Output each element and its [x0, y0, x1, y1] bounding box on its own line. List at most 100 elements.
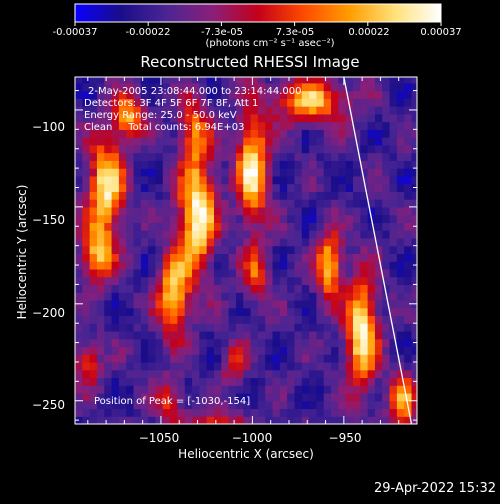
- heatmap-cell: [382, 276, 391, 286]
- heatmap-cell: [374, 299, 383, 309]
- heatmap-cell: [184, 206, 193, 216]
- heatmap-cell: [338, 377, 347, 386]
- heatmap-cell: [382, 160, 391, 169]
- heatmap-cell: [265, 408, 274, 417]
- heatmap-cell: [360, 346, 369, 355]
- heatmap-cell: [396, 191, 405, 200]
- heatmap-cell: [221, 98, 230, 107]
- heatmap-cell: [367, 315, 376, 324]
- heatmap-cell: [309, 408, 318, 417]
- heatmap-cell: [104, 121, 113, 130]
- heatmap-cell: [177, 330, 186, 340]
- heatmap-cell: [235, 77, 244, 84]
- heatmap-cell: [257, 168, 266, 177]
- heatmap-cell: [396, 98, 405, 107]
- heatmap-cell: [199, 199, 208, 208]
- heatmap-cell: [360, 315, 369, 324]
- heatmap-cell: [170, 292, 179, 301]
- heatmap-cell: [82, 191, 91, 200]
- heatmap-cell: [367, 175, 376, 185]
- heatmap-cell: [250, 77, 259, 84]
- heatmap-cell: [89, 137, 98, 146]
- heatmap-cell: [367, 106, 376, 115]
- heatmap-cell: [331, 113, 339, 123]
- heatmap-cell: [235, 82, 244, 92]
- axis-ticks: [75, 77, 418, 424]
- heatmap-cell: [148, 113, 157, 123]
- heatmap-cell: [345, 292, 354, 301]
- heatmap-cell: [213, 183, 222, 192]
- heatmap-cell: [309, 113, 318, 123]
- heatmap-cell: [345, 106, 354, 115]
- heatmap-cell: [206, 237, 215, 247]
- heatmap-cell: [411, 214, 417, 223]
- heatmap-cell: [213, 346, 222, 355]
- heatmap-cell: [323, 354, 332, 363]
- heatmap-cell: [75, 392, 83, 402]
- heatmap-cell: [287, 307, 296, 317]
- heatmap-cell: [118, 98, 127, 107]
- heatmap-cell: [177, 408, 186, 417]
- heatmap-cell: [104, 315, 113, 324]
- heatmap-cell: [309, 214, 318, 223]
- heatmap-cell: [162, 369, 171, 379]
- heatmap-cell: [75, 307, 83, 317]
- heatmap-cell: [287, 214, 296, 223]
- heatmap-cell: [243, 245, 252, 254]
- heatmap-cell: [331, 206, 339, 216]
- heatmap-cell: [199, 245, 208, 254]
- heatmap-cell: [287, 346, 296, 355]
- heatmap-cell: [184, 416, 193, 424]
- heatmap-cell: [162, 354, 171, 363]
- heatmap-cell: [374, 330, 383, 340]
- heatmap-cell: [352, 307, 361, 317]
- heatmap-cell: [265, 214, 274, 223]
- heatmap-cell: [96, 369, 105, 379]
- heatmap-cell: [184, 183, 193, 192]
- heatmap-cell: [316, 160, 325, 169]
- heatmap-cell: [184, 98, 193, 107]
- heatmap-cell: [265, 230, 274, 239]
- heatmap-cell: [323, 191, 332, 200]
- heatmap-cell: [155, 299, 164, 309]
- heatmap-cell: [309, 222, 318, 231]
- heatmap-cell: [213, 214, 222, 223]
- heatmap-cell: [126, 245, 135, 254]
- heatmap-cell: [118, 253, 127, 262]
- heatmap-cell: [213, 377, 222, 386]
- heatmap-cell: [228, 90, 237, 99]
- heatmap-cell: [265, 90, 274, 99]
- heatmap-cell: [170, 377, 179, 386]
- heatmap-cell: [396, 330, 405, 340]
- heatmap-cell: [316, 175, 325, 185]
- heatmap-cell: [243, 253, 252, 262]
- heatmap-cell: [360, 338, 369, 348]
- heatmap-cell: [360, 307, 369, 317]
- heatmap-cell: [177, 338, 186, 348]
- heatmap-cell: [287, 276, 296, 286]
- heatmap-cell: [170, 90, 179, 99]
- heatmap-cell: [206, 129, 215, 138]
- heatmap-cell: [338, 191, 347, 200]
- heatmap-cell: [411, 400, 417, 410]
- heatmap-cell: [104, 284, 113, 293]
- heatmap-cell: [213, 230, 222, 239]
- heatmap-cell: [148, 245, 157, 254]
- heatmap-cell: [111, 113, 120, 123]
- heatmap-cell: [104, 160, 113, 169]
- heatmap-cell: [243, 400, 252, 410]
- heatmap-cell: [250, 361, 259, 371]
- heatmap-cell: [404, 106, 413, 115]
- colorbar-tick-label: -0.00022: [125, 27, 171, 38]
- heatmap-cell: [221, 292, 230, 301]
- heatmap-cell: [221, 129, 230, 138]
- time-range-annotation: 2-May-2005 23:08:44.000 to 23:14:44.000: [88, 86, 302, 97]
- heatmap-cell: [148, 129, 157, 138]
- heatmap-cell: [126, 214, 135, 223]
- heatmap-cell: [126, 284, 135, 293]
- heatmap-cell: [257, 129, 266, 138]
- heatmap-cell: [389, 113, 398, 123]
- heatmap-cell: [345, 129, 354, 138]
- heatmap-cell: [279, 307, 288, 317]
- heatmap-cell: [192, 113, 200, 123]
